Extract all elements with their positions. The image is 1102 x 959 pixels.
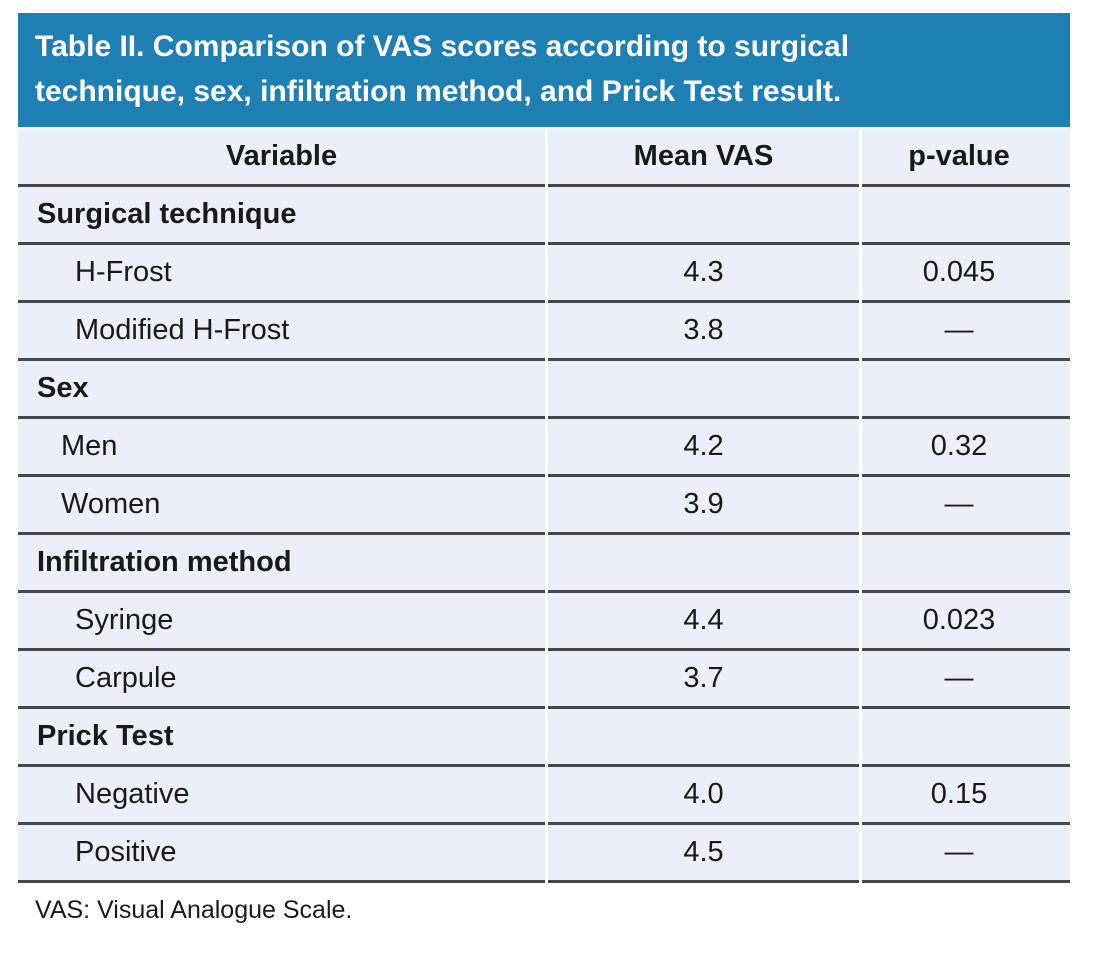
mean-vas-cell: 4.0 [548,767,859,825]
empty-cell [548,535,859,593]
section-header-row-sex: Sex [18,361,1070,419]
table-row-positive: Positive 4.5 — [18,825,1070,883]
mean-vas-cell: 3.8 [548,303,859,361]
p-value-cell: 0.023 [862,593,1070,651]
section-header-label: Surgical technique [18,187,545,245]
mean-vas-cell: 3.7 [548,651,859,709]
vas-table-figure: Table II. Comparison of VAS scores accor… [18,13,1070,925]
table-footnote: VAS: Visual Analogue Scale. [35,896,353,924]
p-value-cell: — [862,477,1070,535]
p-value-cell: 0.32 [862,419,1070,477]
variable-cell: Positive [18,825,545,883]
table-row-women: Women 3.9 — [18,477,1070,535]
empty-cell [862,535,1070,593]
table-title-line-1: Table II. Comparison of VAS scores accor… [35,30,850,63]
column-header-variable: Variable [18,129,545,187]
column-header-mean-vas: Mean VAS [548,129,859,187]
variable-cell: Women [18,477,545,535]
empty-cell [548,361,859,419]
empty-cell [548,709,859,767]
mean-vas-cell: 4.3 [548,245,859,303]
variable-cell: Syringe [18,593,545,651]
variable-cell: Carpule [18,651,545,709]
mean-vas-cell: 3.9 [548,477,859,535]
section-header-label: Sex [18,361,545,419]
table-row-syringe: Syringe 4.4 0.023 [18,593,1070,651]
table-row-carpule: Carpule 3.7 — [18,651,1070,709]
variable-cell: Modified H-Frost [18,303,545,361]
column-header-row: Variable Mean VAS p-value [18,129,1070,187]
table-row-modified-h-frost: Modified H-Frost 3.8 — [18,303,1070,361]
mean-vas-cell: 4.2 [548,419,859,477]
section-header-row-surgical-technique: Surgical technique [18,187,1070,245]
p-value-cell: 0.045 [862,245,1070,303]
p-value-cell: — [862,651,1070,709]
empty-cell [862,187,1070,245]
column-header-p-value: p-value [862,129,1070,187]
p-value-cell: — [862,825,1070,883]
table-row-negative: Negative 4.0 0.15 [18,767,1070,825]
mean-vas-cell: 4.4 [548,593,859,651]
variable-cell: H-Frost [18,245,545,303]
table-title-line-2: technique, sex, infiltration method, and… [35,75,842,108]
mean-vas-cell: 4.5 [548,825,859,883]
table-row-men: Men 4.2 0.32 [18,419,1070,477]
section-header-label: Prick Test [18,709,545,767]
p-value-cell: 0.15 [862,767,1070,825]
section-header-row-prick-test: Prick Test [18,709,1070,767]
table-row-h-frost: H-Frost 4.3 0.045 [18,245,1070,303]
p-value-cell: — [862,303,1070,361]
empty-cell [548,187,859,245]
section-header-row-infiltration-method: Infiltration method [18,535,1070,593]
empty-cell [862,709,1070,767]
empty-cell [862,361,1070,419]
page: Table II. Comparison of VAS scores accor… [18,13,1070,925]
table-title-bar: Table II. Comparison of VAS scores accor… [18,13,1070,127]
variable-cell: Negative [18,767,545,825]
section-header-label: Infiltration method [18,535,545,593]
variable-cell: Men [18,419,545,477]
